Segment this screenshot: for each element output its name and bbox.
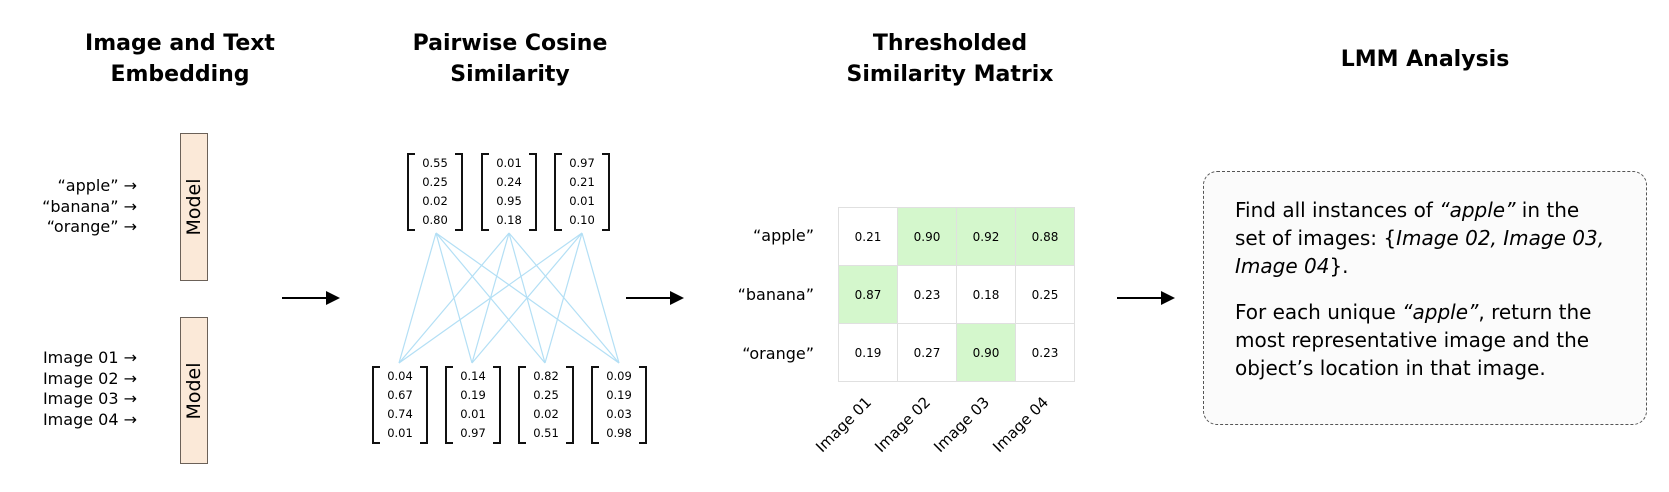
vector-value: 0.25 <box>422 175 448 189</box>
matrix-row-label-orange: “orange” <box>742 344 814 363</box>
vector-value: 0.03 <box>606 407 632 421</box>
embedding-title: Image and Text Embedding <box>80 28 280 90</box>
vector-value: 0.09 <box>606 369 632 383</box>
prompt-text: }. <box>1329 254 1349 278</box>
prompt-text: For each unique <box>1235 300 1403 324</box>
vector-value: 0.02 <box>422 194 448 208</box>
matrix-cell: 0.90 <box>897 207 957 266</box>
vector-value: 0.14 <box>460 369 486 383</box>
matrix-cell: 0.21 <box>838 207 898 266</box>
matrix-cell: 0.23 <box>1015 323 1075 382</box>
prompt-query: “apple” <box>1402 300 1479 324</box>
vector-value: 0.01 <box>496 156 522 170</box>
vector-value: 0.95 <box>496 194 522 208</box>
arrow-icon <box>626 291 684 305</box>
prompt-text: Find all instances of <box>1235 198 1440 222</box>
vector-value: 0.51 <box>533 426 559 440</box>
vector-value: 0.02 <box>533 407 559 421</box>
vector-value: 0.97 <box>569 156 595 170</box>
image-vector-03: 0.82 0.25 0.02 0.51 <box>518 366 574 444</box>
vector-value: 0.01 <box>460 407 486 421</box>
matrix-cell: 0.92 <box>956 207 1016 266</box>
matrix-row: 0.87 0.23 0.18 0.25 <box>838 265 1075 324</box>
prompt-text: in the set of images: { <box>1235 198 1580 250</box>
arrow-icon <box>282 291 340 305</box>
vector-value: 0.98 <box>606 426 632 440</box>
image-input-04: Image 04 → <box>42 409 137 429</box>
text-input-orange: “orange” → <box>46 217 137 236</box>
vector-value: 0.25 <box>533 388 559 402</box>
prompt-paragraph-1: Find all instances of “apple” in the set… <box>1235 196 1616 280</box>
vector-value: 0.82 <box>533 369 559 383</box>
vector-value: 0.21 <box>569 175 595 189</box>
prompt-image-set: Image 02, Image 03, Image 04 <box>1235 226 1605 278</box>
text-vector-banana: 0.01 0.24 0.95 0.18 <box>481 153 537 231</box>
vector-value: 0.04 <box>387 369 413 383</box>
vector-value: 0.55 <box>422 156 448 170</box>
matrix-row-label-apple: “apple” <box>753 226 814 245</box>
vector-value: 0.01 <box>387 426 413 440</box>
arrow-icon <box>1117 291 1175 305</box>
matrix-row-label-banana: “banana” <box>737 285 814 304</box>
matrix-cell: 0.23 <box>897 265 957 324</box>
text-vector-apple: 0.55 0.25 0.02 0.80 <box>407 153 463 231</box>
vector-value: 0.97 <box>460 426 486 440</box>
lmm-title: LMM Analysis <box>1325 44 1525 75</box>
embedding-title-line1: Image and Text <box>85 31 275 56</box>
vector-value: 0.19 <box>606 388 632 402</box>
image-input-03: Image 03 → <box>42 389 137 408</box>
text-input-banana: “banana” → <box>42 196 137 216</box>
vector-value: 0.80 <box>422 213 448 227</box>
thresholded-title-line1: Thresholded <box>872 31 1028 56</box>
prompt-text: , return the most representative image a… <box>1235 300 1592 380</box>
matrix-cell: 0.19 <box>838 323 898 382</box>
matrix-cell: 0.88 <box>1015 207 1075 266</box>
matrix-cell: 0.87 <box>838 265 898 324</box>
matrix-cell: 0.25 <box>1015 265 1075 324</box>
vector-value: 0.24 <box>496 175 522 189</box>
matrix-cell: 0.90 <box>956 323 1016 382</box>
cosine-title-line2: Similarity <box>450 62 570 87</box>
image-input-list: Image 01 → Image 02 → Image 03 → Image 0… <box>43 348 137 430</box>
image-model-box: Model <box>180 317 208 464</box>
vector-value: 0.18 <box>496 213 522 227</box>
text-input-apple: “apple” → <box>57 176 137 195</box>
vector-value: 0.74 <box>387 407 413 421</box>
image-vector-02: 0.14 0.19 0.01 0.97 <box>445 366 501 444</box>
lmm-prompt-box: Find all instances of “apple” in the set… <box>1203 171 1647 425</box>
thresholded-title: Thresholded Similarity Matrix <box>840 28 1060 90</box>
vector-value: 0.10 <box>569 213 595 227</box>
matrix-row: 0.21 0.90 0.92 0.88 <box>838 207 1075 266</box>
image-input-01: Image 01 → <box>42 348 137 367</box>
text-vector-orange: 0.97 0.21 0.01 0.10 <box>554 153 610 231</box>
embedding-title-line2: Embedding <box>110 62 250 87</box>
matrix-cell: 0.18 <box>956 265 1016 324</box>
thresholded-title-line2: Similarity Matrix <box>846 62 1054 87</box>
image-vector-04: 0.09 0.19 0.03 0.98 <box>591 366 647 444</box>
text-input-list: “apple” → “banana” → “orange” → <box>42 176 137 238</box>
prompt-query: “apple” <box>1439 198 1516 222</box>
similarity-matrix: 0.21 0.90 0.92 0.88 0.87 0.23 0.18 0.25 … <box>838 207 1075 382</box>
cosine-title-line1: Pairwise Cosine <box>412 31 608 56</box>
vector-value: 0.19 <box>460 388 486 402</box>
image-input-02: Image 02 → <box>42 368 137 388</box>
vector-value: 0.67 <box>387 388 413 402</box>
matrix-cell: 0.27 <box>897 323 957 382</box>
prompt-paragraph-2: For each unique “apple”, return the most… <box>1235 298 1616 382</box>
matrix-row: 0.19 0.27 0.90 0.23 <box>838 323 1075 382</box>
image-vector-01: 0.04 0.67 0.74 0.01 <box>372 366 428 444</box>
text-model-box: Model <box>180 133 208 281</box>
lmm-title-text: LMM Analysis <box>1340 47 1510 72</box>
vector-value: 0.01 <box>569 194 595 208</box>
cosine-title: Pairwise Cosine Similarity <box>410 28 610 90</box>
